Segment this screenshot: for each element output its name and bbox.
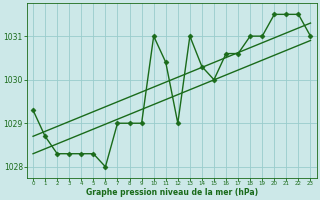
X-axis label: Graphe pression niveau de la mer (hPa): Graphe pression niveau de la mer (hPa) — [86, 188, 258, 197]
